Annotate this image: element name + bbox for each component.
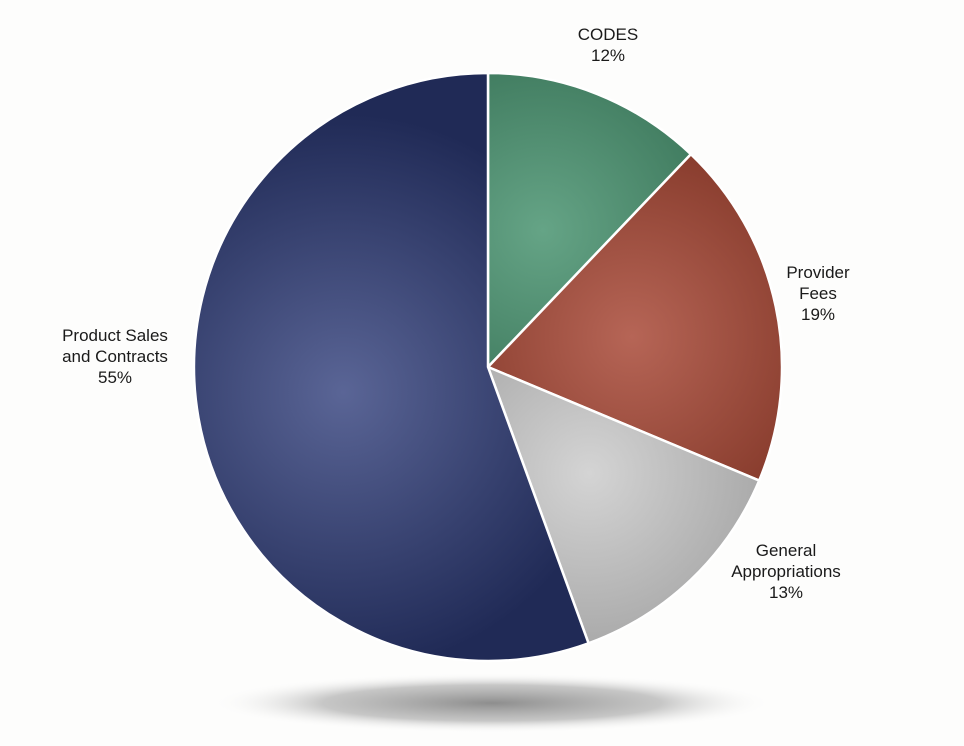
slice-value-label: 13% (768, 583, 804, 602)
slice-value-label: 19% (800, 305, 836, 324)
pie-slice-product-sales-and-contracts (192, 71, 590, 663)
slice-name-label: Fees (799, 284, 837, 303)
slice-label-product-sales-and-contracts: Product Sales and Contracts 55% (62, 325, 168, 388)
slice-label-general-appropriations: General Appropriations 13% (731, 540, 841, 603)
pie-slice-codes (486, 71, 693, 369)
slice-name-label: CODES (577, 25, 639, 44)
pie-shadow (210, 673, 774, 733)
slice-value-label: 55% (97, 368, 133, 387)
slice-name-label: Provider (786, 263, 850, 282)
slice-name-label: General (755, 541, 817, 560)
pie-slice-provider-fees (486, 152, 784, 482)
slice-label-provider-fees: Provider Fees 19% (786, 262, 849, 325)
slice-value-label: 12% (590, 46, 626, 65)
slice-name-label: and Contracts (62, 347, 168, 366)
slice-label-codes: CODES 12% (578, 24, 638, 66)
slice-name-label: Product Sales (62, 326, 168, 345)
pie-slice-general-appropriations (486, 365, 761, 645)
slice-name-label: Appropriations (731, 562, 841, 581)
